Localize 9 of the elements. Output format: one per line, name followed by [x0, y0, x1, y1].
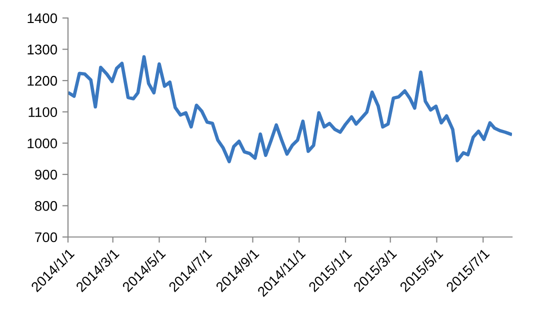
y-tick-label: 900 — [35, 170, 58, 180]
line-series — [68, 55, 512, 164]
y-tick-label: 1400 — [28, 13, 58, 24]
y-tick-label: 1000 — [28, 138, 58, 148]
y-tick-label: 1300 — [28, 44, 58, 54]
y-tick-label: 700 — [35, 232, 58, 242]
y-tick-label: 800 — [35, 201, 58, 211]
y-tick-label: 1100 — [28, 107, 58, 118]
y-tick-label: 1200 — [28, 76, 58, 86]
